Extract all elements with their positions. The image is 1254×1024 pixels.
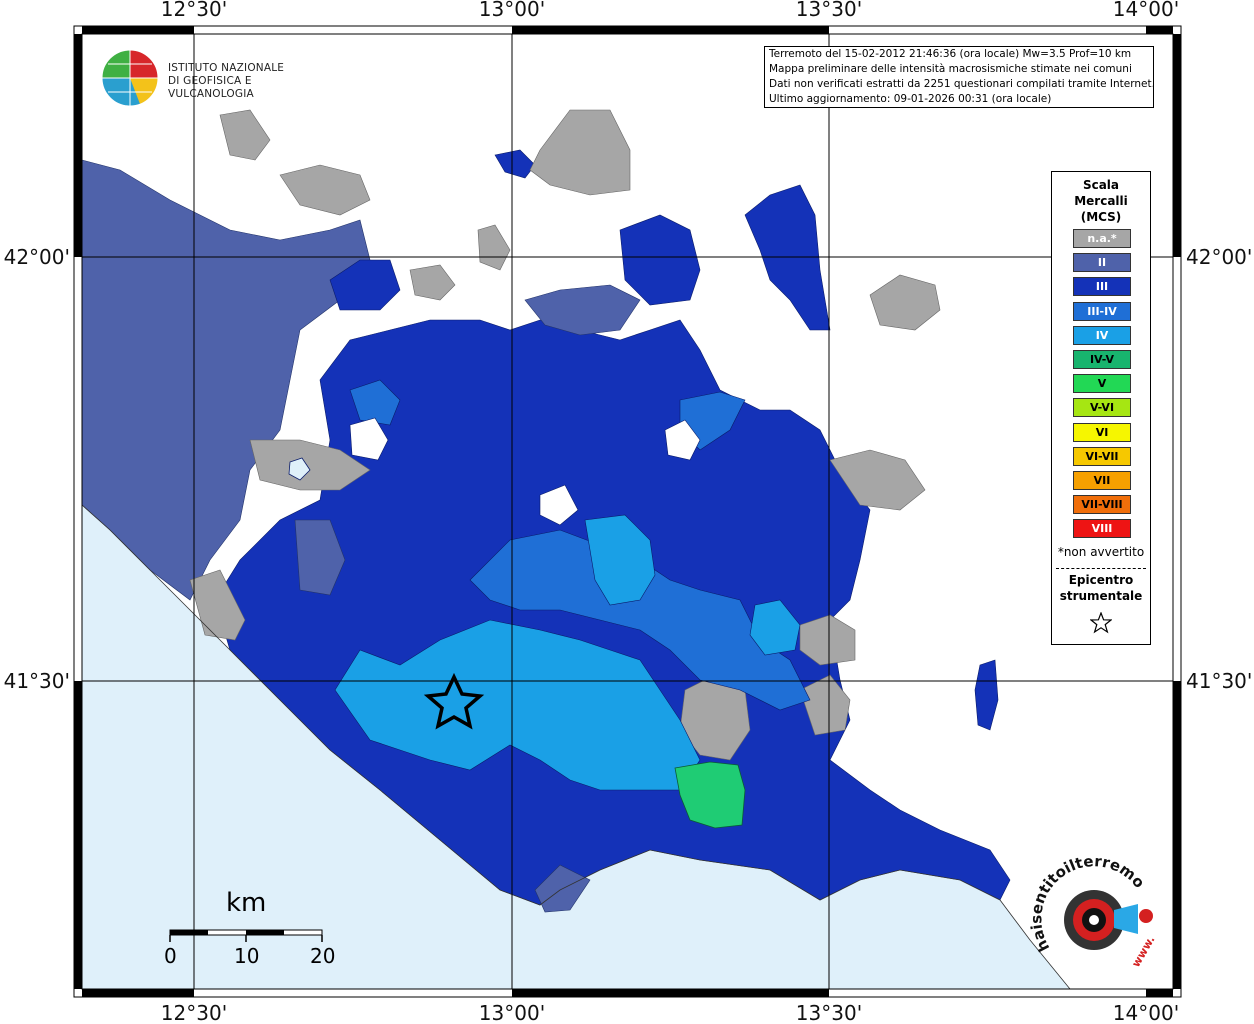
region-IV-main [334,619,701,791]
legend-item: VII-VIII [1073,495,1131,515]
frame-left-a [74,34,82,257]
legend-item: III [1073,277,1131,297]
legend-star-icon [1090,612,1112,634]
legend-epicenter-line-1: Epicentro [1068,573,1134,587]
legend-item: VII [1073,471,1131,490]
scale-tick-10: 10 [234,944,260,968]
frame-left-b [74,681,82,989]
lon-label-top-3: 13°30' [796,0,862,21]
legend-item: VI [1073,422,1131,442]
legend-item: IV-V [1073,350,1131,369]
scale-bar [169,929,323,942]
legend-item: n.a.* [1073,229,1131,248]
lake-2 [539,484,579,526]
lat-label-right-1: 42°00' [1186,245,1252,269]
region-na-3 [219,109,271,161]
region-III-north-d [494,149,536,179]
region-V [674,761,746,829]
globe-icon [101,49,159,107]
frame-bottom-a [82,989,194,997]
region-na-12 [189,569,246,641]
frame-top-b [512,26,829,34]
region-III-islet [974,659,999,731]
legend-item: II [1073,253,1131,273]
lat-label-right-2: 41°30' [1186,669,1252,693]
legend-item: III-IV [1073,301,1131,321]
legend-epicenter-title: Epicentro strumentale [1052,572,1150,604]
region-na-5 [829,449,926,511]
info-line-2: Mappa preliminare delle intensità macros… [769,63,1132,75]
haisentito-logo: haisentitoilterremoto.it www. [1025,834,1164,982]
coastline [81,504,1071,990]
legend-title-line-2: Mercalli [1074,194,1128,208]
region-na-9 [249,439,371,491]
legend-title: Scala Mercalli (MCS) [1052,177,1150,225]
lon-label-bottom-2: 13°00' [479,1001,545,1024]
lake-4 [288,457,311,481]
region-IV-c [749,599,801,656]
lat-label-left-1: 42°00' [4,245,70,269]
haisentito-badge: haisentitoilterremoto.it www. [1025,834,1158,970]
region-II-inner [294,519,346,596]
info-line-3: Dati non verificati estratti da 2251 que… [769,78,1154,90]
lake-1 [349,417,389,461]
logo-line-1: ISTITUTO NAZIONALE [168,62,285,74]
mcs-legend: Scala Mercalli (MCS) n.a.* II III III-IV IV I… [1051,171,1151,645]
info-line-1: Terremoto del 15-02-2012 21:46:36 (ora l… [769,48,1132,60]
lon-label-top-1: 12°30' [161,0,227,21]
region-na-2 [279,164,371,216]
region-na-1 [529,109,631,196]
legend-separator [1056,568,1146,569]
legend-item: VI-VII [1073,446,1131,466]
frame-top-c [1146,26,1173,34]
region-III-IV-c [349,379,401,426]
frame-right-a [1173,34,1181,257]
legend-item: VIII [1073,519,1131,539]
logo-line-2: DI GEOFISICA E VULCANOLOGIA [168,75,254,100]
scale-unit: km [226,888,267,918]
lon-label-top-4: 14°00' [1113,0,1179,21]
epicenter-star [423,672,485,730]
frame-bottom-c [1146,989,1173,997]
frame-top-a [82,26,194,34]
lon-label-top-2: 13°00' [479,0,545,21]
frame-right-b [1173,681,1181,989]
frame-bottom-b [512,989,829,997]
region-na-6 [799,614,856,666]
region-II-west [81,159,371,601]
legend-title-line-1: Scala [1082,178,1120,192]
scale-tick-0: 0 [164,944,177,968]
lon-label-bottom-1: 12°30' [161,1001,227,1024]
event-info-box: Terremoto del 15-02-2012 21:46:36 (ora l… [764,46,1154,108]
legend-item: V-VI [1073,398,1131,418]
info-line-4: Ultimo aggiornamento: 09-01-2026 00:31 (… [769,93,1052,105]
lon-label-bottom-3: 13°30' [796,1001,862,1024]
ingv-logo-text: ISTITUTO NAZIONALE DI GEOFISICA E VULCAN… [168,62,320,101]
region-na-7 [799,674,851,736]
region-IV-b [584,514,656,606]
region-na-10 [409,264,456,301]
legend-title-line-3: (MCS) [1080,210,1122,224]
legend-item: V [1073,374,1131,394]
lake-3 [664,419,701,461]
ingv-logo: ISTITUTO NAZIONALE DI GEOFISICA E VULCAN… [100,48,320,110]
lat-label-left-2: 41°30' [4,669,70,693]
legend-item: IV [1073,325,1131,345]
region-na-4 [869,274,941,331]
haisentito-www: www. [1129,934,1157,970]
scale-tick-20: 20 [310,944,336,968]
legend-epicenter-line-2: strumentale [1059,589,1143,603]
legend-note: *non avvertito [1057,545,1145,559]
lon-label-bottom-4: 14°00' [1113,1001,1179,1024]
region-III-north-c [329,259,401,311]
region-III-north-a [619,214,701,306]
region-II-ne [524,284,641,336]
